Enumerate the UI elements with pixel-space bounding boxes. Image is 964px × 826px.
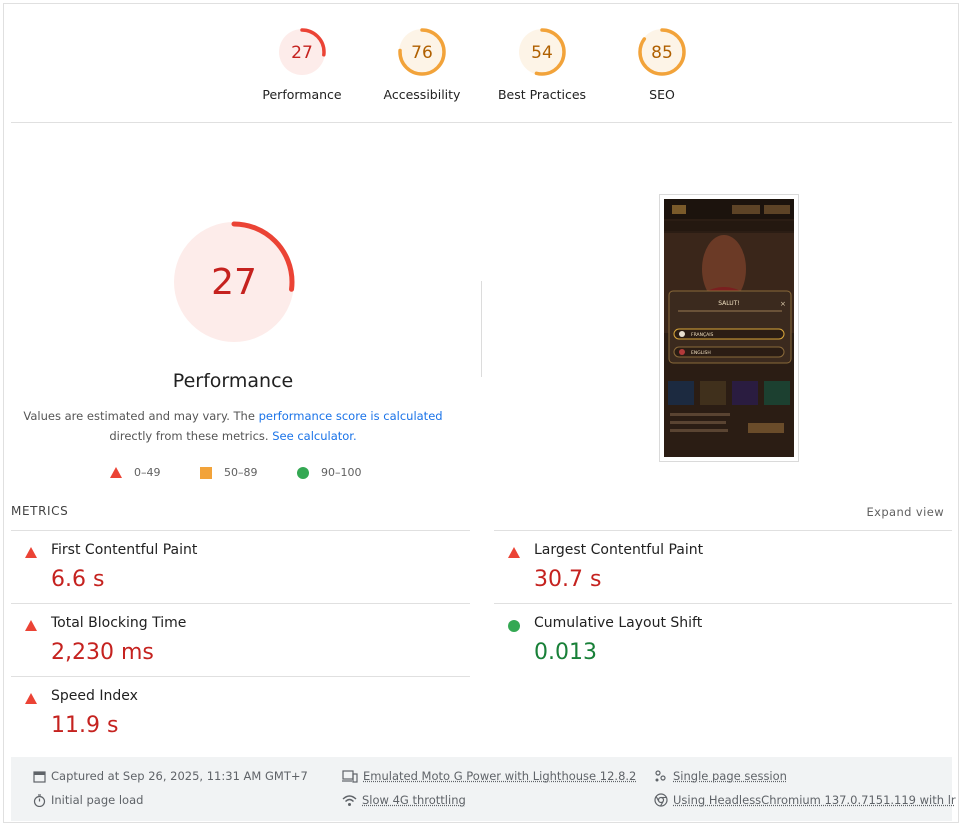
gauge-accessibility[interactable]: 76 Accessibility [362, 26, 482, 102]
gauge-score: 54 [531, 43, 553, 63]
legend-label: 90–100 [321, 466, 362, 479]
report-frame [3, 3, 959, 823]
gauge-performance-ring: 27 [278, 28, 326, 76]
metric-first-contentful-paint[interactable]: First Contentful Paint 6.6 s [11, 530, 470, 603]
metric-value: 2,230 ms [51, 640, 154, 665]
gauge-seo[interactable]: 85 SEO [602, 26, 722, 102]
legend-pass: 90–100 [297, 466, 362, 479]
legend-label: 50–89 [224, 466, 258, 479]
metrics-heading: METRICS [11, 504, 69, 518]
timer-icon [33, 793, 46, 807]
devices-icon [342, 769, 358, 783]
browser-info[interactable]: Using HeadlessChromium 137.0.7151.119 wi… [654, 793, 956, 807]
session-icon [655, 769, 666, 781]
gauge-score: 76 [411, 43, 433, 63]
gauge-label: Best Practices [497, 87, 587, 102]
metric-cumulative-layout-shift[interactable]: Cumulative Layout Shift 0.013 [494, 603, 952, 676]
browser-text[interactable]: Using HeadlessChromium 137.0.7151.119 wi… [673, 793, 956, 807]
gauge-label: SEO [649, 87, 675, 102]
fail-triangle-icon [25, 693, 37, 704]
metric-total-blocking-time[interactable]: Total Blocking Time 2,230 ms [11, 603, 470, 676]
final-screenshot[interactable]: SALUT! × FRANÇAIS ENGLISH [659, 194, 799, 462]
score-calculation-link[interactable]: performance score is calculated [258, 409, 443, 423]
metric-value: 30.7 s [534, 567, 602, 592]
gauge-label: Performance [262, 87, 342, 102]
device-text[interactable]: Emulated Moto G Power with Lighthouse 12… [363, 769, 637, 783]
gauge-performance[interactable]: 27 Performance [242, 26, 362, 102]
legend-average: 50–89 [200, 466, 258, 479]
captured-text: Captured at Sep 26, 2025, 11:31 AM GMT+7 [51, 769, 308, 783]
performance-score: 27 [211, 262, 257, 303]
metric-value: 0.013 [534, 640, 597, 665]
runtime-settings: Captured at Sep 26, 2025, 11:31 AM GMT+7… [11, 757, 956, 821]
note-text: directly from these metrics. [109, 429, 273, 443]
wifi-icon [342, 794, 357, 806]
note-text: Values are estimated and may vary. The [23, 409, 259, 423]
throttle-info[interactable]: Slow 4G throttling [342, 793, 466, 807]
triangle-icon [110, 467, 122, 478]
gauge-best-practices-ring: 54 [518, 28, 566, 76]
metric-value: 11.9 s [51, 713, 119, 738]
metric-largest-contentful-paint[interactable]: Largest Contentful Paint 30.7 s [494, 530, 952, 603]
header-divider [11, 122, 952, 123]
performance-title: Performance [172, 370, 294, 392]
category-gauges: 27 Performance 76 Accessibility 54 Best … [0, 26, 964, 106]
gauge-score: 27 [291, 43, 313, 63]
legend-label: 0–49 [134, 466, 161, 479]
calendar-icon [33, 770, 46, 783]
metric-name: Total Blocking Time [51, 615, 187, 631]
session-text[interactable]: Single page session [673, 769, 787, 783]
chrome-icon [654, 793, 668, 807]
score-note: Values are estimated and may vary. The p… [20, 406, 446, 446]
see-calculator-link[interactable]: See calculator. [272, 429, 357, 443]
fail-triangle-icon [25, 620, 37, 631]
device-info[interactable]: Emulated Moto G Power with Lighthouse 12… [342, 769, 636, 783]
metric-name: First Contentful Paint [51, 542, 198, 558]
fail-triangle-icon [508, 547, 520, 558]
performance-gauge-large: 27 [173, 221, 295, 343]
fail-triangle-icon [25, 547, 37, 558]
load-info: Initial page load [33, 793, 143, 807]
svg-text:×: × [780, 300, 786, 308]
thumbnail-option-2: ENGLISH [691, 350, 711, 356]
metric-speed-index[interactable]: Speed Index 11.9 s [11, 676, 470, 749]
gauge-accessibility-ring: 76 [398, 28, 446, 76]
screenshot-image: SALUT! × FRANÇAIS ENGLISH [664, 199, 794, 457]
throttle-text[interactable]: Slow 4G throttling [362, 793, 466, 807]
metric-value: 6.6 s [51, 567, 105, 592]
captured-info: Captured at Sep 26, 2025, 11:31 AM GMT+7 [33, 769, 308, 783]
metric-name: Speed Index [51, 688, 138, 704]
session-info[interactable]: Single page session [654, 769, 787, 783]
square-icon [200, 466, 212, 479]
gauge-seo-ring: 85 [638, 28, 686, 76]
thumbnail-modal-title: SALUT! [718, 300, 740, 307]
pass-circle-icon [508, 620, 520, 632]
thumbnail-option-1: FRANÇAIS [691, 332, 714, 338]
metric-name: Cumulative Layout Shift [534, 615, 703, 631]
gauge-score: 85 [651, 43, 673, 63]
gauge-best-practices[interactable]: 54 Best Practices [482, 26, 602, 102]
gauge-label: Accessibility [383, 87, 461, 102]
expand-view-toggle[interactable]: Expand view [866, 505, 944, 519]
metric-name: Largest Contentful Paint [534, 542, 704, 558]
vertical-divider [481, 281, 482, 377]
load-text: Initial page load [51, 793, 144, 807]
circle-icon [297, 466, 309, 479]
legend-fail: 0–49 [110, 466, 161, 479]
